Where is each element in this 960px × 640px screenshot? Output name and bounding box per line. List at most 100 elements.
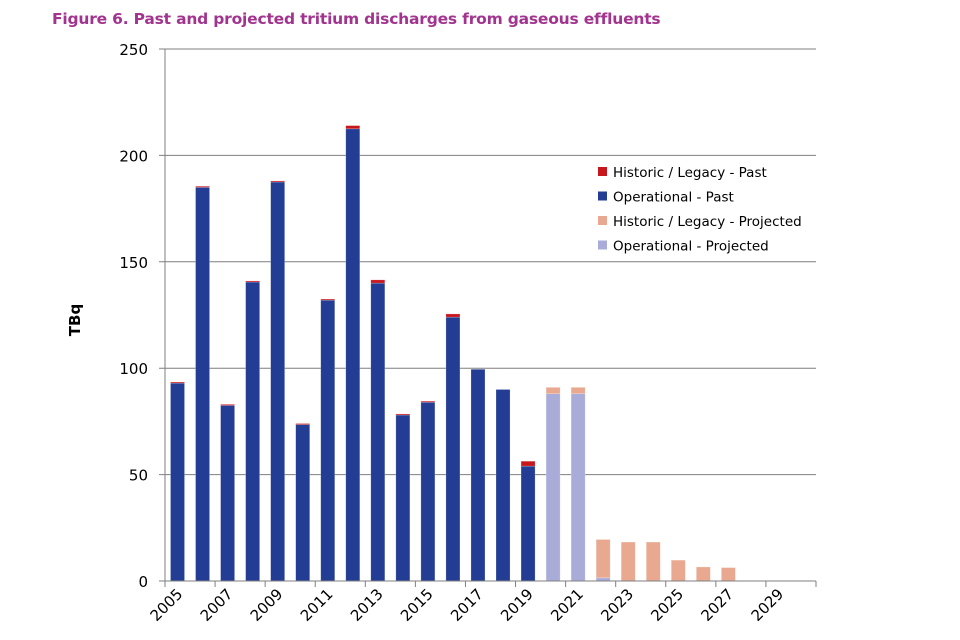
x-tick-label: 2021 xyxy=(547,585,587,625)
bar-segment xyxy=(370,282,386,582)
bar-segment xyxy=(270,181,285,582)
x-tick-label: 2017 xyxy=(447,585,487,625)
x-tick-label: 2025 xyxy=(647,585,687,625)
bar-stack-2014 xyxy=(395,413,411,582)
bar-stack-2022 xyxy=(595,539,611,582)
bar-stack-2027 xyxy=(721,567,736,582)
bar-segment xyxy=(696,566,711,582)
x-tick-label: 2013 xyxy=(347,585,387,625)
bar-stack-2017 xyxy=(470,368,486,582)
bar-stack-2012 xyxy=(345,125,361,582)
bar-segment xyxy=(570,393,586,582)
y-tick-label: 0 xyxy=(138,573,148,591)
bar-segment xyxy=(520,465,536,582)
bar-segment xyxy=(170,382,185,582)
y-tick-label: 200 xyxy=(119,147,148,165)
bar-stack-2023 xyxy=(620,541,636,582)
bar-stack-2013 xyxy=(370,279,386,582)
bar-segment xyxy=(320,299,336,582)
x-tick-label: 2023 xyxy=(597,585,637,625)
bar-stack-2025 xyxy=(670,559,686,582)
bar-segment xyxy=(545,387,561,395)
bar-segment xyxy=(245,281,260,582)
bar-segment xyxy=(445,316,461,582)
legend-item: Operational - Past xyxy=(598,190,734,206)
bar-stack-2007 xyxy=(220,404,235,582)
gridlines xyxy=(159,48,816,476)
bar-segment xyxy=(320,298,336,301)
x-tick-label: 2015 xyxy=(397,585,437,625)
bar-segment xyxy=(195,187,210,582)
x-tick-label: 2009 xyxy=(247,585,287,625)
legend-swatch xyxy=(598,167,607,176)
bar-segment xyxy=(595,539,611,579)
bar-segment xyxy=(420,401,436,582)
bar-stack-2021 xyxy=(570,387,586,582)
bar-stack-2009 xyxy=(270,180,285,582)
bar-segment xyxy=(245,280,260,283)
bar-segment xyxy=(220,405,235,582)
bar-segment xyxy=(470,368,486,582)
x-tick-label: 2029 xyxy=(748,585,788,625)
legend-item: Historic / Legacy - Projected xyxy=(598,214,802,230)
bar-stack-2024 xyxy=(645,541,661,582)
bar-stack-2010 xyxy=(295,423,311,582)
bars xyxy=(170,125,736,582)
bar-segment xyxy=(170,381,185,384)
x-tick-label: 2011 xyxy=(297,585,337,625)
bar-segment xyxy=(721,567,736,582)
legend-label: Historic / Legacy - Projected xyxy=(613,214,802,230)
bar-segment xyxy=(520,460,536,467)
y-tick-label: 150 xyxy=(119,254,148,272)
legend-item: Historic / Legacy - Past xyxy=(598,165,767,181)
y-tick-label: 250 xyxy=(119,41,148,59)
bar-segment xyxy=(295,423,311,425)
bar-stack-2011 xyxy=(320,298,336,582)
bar-segment xyxy=(195,185,210,188)
legend-item: Operational - Projected xyxy=(598,239,769,255)
bar-stack-2018 xyxy=(495,389,511,582)
bar-segment xyxy=(395,414,411,582)
bar-segment xyxy=(395,413,411,416)
y-axis-label: TBq xyxy=(66,304,84,336)
bar-stack-2015 xyxy=(420,400,436,582)
legend-label: Historic / Legacy - Past xyxy=(613,165,767,181)
bar-stack-2005 xyxy=(170,381,185,582)
bar-segment xyxy=(370,279,386,284)
bar-stack-2020 xyxy=(545,387,561,582)
legend-swatch xyxy=(598,191,607,201)
legend-label: Operational - Past xyxy=(613,190,734,206)
bar-stack-2006 xyxy=(195,185,210,582)
y-axis: 0 50 100 150 200 250 xyxy=(119,41,166,591)
x-tick-label: 2007 xyxy=(197,585,237,625)
bar-segment xyxy=(545,393,561,582)
bar-segment xyxy=(445,313,461,318)
bar-stack-2008 xyxy=(245,280,260,582)
legend-label: Operational - Projected xyxy=(613,239,769,255)
legend-swatch xyxy=(598,240,607,250)
y-tick-label: 50 xyxy=(129,467,148,485)
bar-segment xyxy=(345,125,361,130)
y-tick-label: 100 xyxy=(119,360,148,378)
bar-segment xyxy=(295,424,311,582)
x-tick-label: 2019 xyxy=(497,585,537,625)
bar-stack-2016 xyxy=(445,313,461,582)
x-axis: 2005 2007 2009 2011 2013 2015 2017 2019 2021 2023… xyxy=(147,580,817,625)
bar-segment xyxy=(420,400,436,403)
bar-stack-2019 xyxy=(520,460,536,582)
legend-swatch xyxy=(598,216,607,225)
bar-stack-2026 xyxy=(696,566,711,582)
bar-segment xyxy=(645,541,661,582)
x-tick-label: 2027 xyxy=(697,585,737,625)
x-tick-label: 2005 xyxy=(147,585,187,625)
bar-segment xyxy=(270,180,285,183)
bar-segment xyxy=(345,128,361,582)
bar-segment xyxy=(495,389,511,582)
bar-segment xyxy=(570,387,586,395)
figure-title: Figure 6. Past and projected tritium dis… xyxy=(52,10,661,28)
bar-segment xyxy=(220,404,235,406)
bar-segment xyxy=(670,559,686,582)
bar-segment xyxy=(620,541,636,582)
legend: Historic / Legacy - Past Operational - Pa… xyxy=(598,165,802,255)
